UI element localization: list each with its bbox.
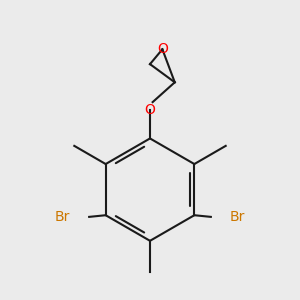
Text: Br: Br (230, 210, 245, 224)
Text: O: O (145, 103, 155, 117)
Text: Br: Br (55, 210, 70, 224)
Text: O: O (157, 42, 168, 56)
